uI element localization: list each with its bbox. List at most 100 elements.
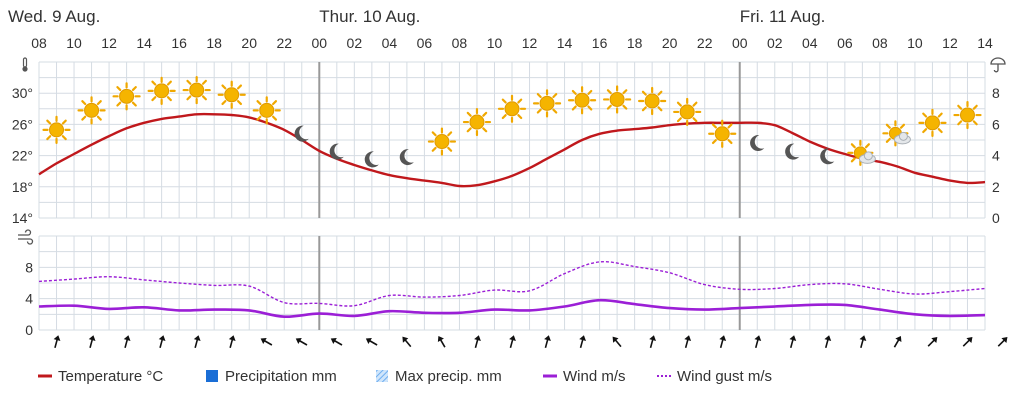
sun-disc [49, 122, 65, 138]
hour-tick-label: 02 [767, 35, 783, 51]
sun-ray [622, 104, 628, 110]
sun-ray [657, 90, 663, 96]
umbrella-canopy [990, 57, 1006, 65]
wind-arrow-head [402, 336, 409, 343]
wind-arrow-head [754, 335, 762, 341]
sun-ray [256, 115, 262, 121]
sun-icon [603, 85, 632, 114]
hour-tick-label: 00 [312, 35, 328, 51]
sun-ray [201, 79, 207, 85]
sun-ray [256, 100, 262, 106]
sun-ray [622, 89, 628, 95]
legend-item: Temperature °C [38, 368, 163, 385]
hour-tick-label: 14 [977, 35, 993, 51]
temp-axis-tick: 22° [12, 148, 33, 164]
sun-ray [186, 79, 192, 85]
legend-label: Wind m/s [563, 368, 626, 385]
moon-shape [399, 149, 414, 166]
sun-ray [850, 157, 856, 163]
wind-arrow-head [684, 335, 692, 341]
sun-icon [147, 76, 176, 105]
wind-arrow [53, 335, 61, 349]
sun-ray [466, 111, 472, 117]
weather-icons [42, 75, 982, 168]
sun-ray [641, 106, 647, 112]
wind-arrow-head [579, 335, 586, 341]
sun-ray [676, 117, 682, 123]
sun-icon [182, 75, 211, 105]
wind-arrow-head [88, 335, 96, 341]
sun-disc [189, 82, 205, 98]
sun-ray [641, 90, 647, 96]
sun-ray [899, 123, 905, 129]
legend-label: Precipitation mm [225, 368, 337, 385]
sun-icon [567, 86, 597, 115]
sun-icon [953, 100, 982, 130]
thermometer-bulb [22, 66, 28, 72]
sun-ray [236, 84, 242, 90]
umbrella-handle [993, 64, 999, 73]
wind-arrow-head [1001, 337, 1008, 344]
hour-tick-label: 18 [206, 35, 222, 51]
sun-ray [727, 139, 733, 145]
sun-disc [504, 101, 520, 117]
temp-axis-tick: 26° [12, 116, 33, 132]
legend-item: Max precip. mm [376, 368, 502, 385]
sun-ray [201, 95, 207, 101]
sun-ray [447, 131, 453, 137]
wind-arrow [437, 335, 446, 348]
wind-arrow [859, 335, 867, 349]
wind-axis-tick: 4 [25, 291, 33, 307]
sun-ray [517, 114, 523, 120]
moon-icon [294, 125, 309, 142]
legend-label: Max precip. mm [395, 368, 502, 385]
moon-shape [364, 151, 379, 168]
sun-ray [116, 86, 122, 92]
sun-ray [972, 120, 978, 126]
sun-ray [116, 101, 122, 107]
sun-ray [885, 137, 891, 143]
moon-shape [820, 148, 835, 165]
day-label: Thur. 10 Aug. [319, 7, 420, 26]
sun-ray [466, 127, 472, 133]
wind-arrow-head [437, 335, 444, 343]
sun-ray [131, 101, 137, 107]
sun-ray [501, 114, 507, 120]
sun-ray [676, 101, 682, 107]
legend-swatch [206, 370, 218, 382]
sun-ray [272, 115, 278, 121]
sun-ray [166, 80, 172, 86]
hour-tick-label: 14 [136, 35, 152, 51]
wind-arrow-head [228, 335, 236, 341]
wind-arrow [365, 337, 378, 346]
hour-tick-label: 08 [872, 35, 888, 51]
wind-arrow-head [53, 335, 61, 341]
temp-axis-tick: 30° [12, 85, 33, 101]
sun-ray [606, 104, 612, 110]
wind-arrow-head [649, 335, 656, 341]
sun-ray [692, 117, 698, 123]
wind-arrow-head [966, 337, 973, 344]
sun-ray [272, 100, 278, 106]
sun-ray [431, 131, 437, 137]
precip-axis-tick: 8 [992, 85, 1000, 101]
moon-shape [294, 125, 309, 142]
sun-disc [539, 95, 555, 111]
wind-arrow-head [474, 335, 481, 341]
sun-ray [587, 105, 593, 111]
sun-icon [532, 89, 562, 118]
wind-arrow-head [260, 337, 267, 345]
wind-arrow [927, 337, 938, 347]
sun-icon [462, 107, 492, 137]
sun-disc [224, 87, 240, 103]
sun-disc [154, 83, 170, 99]
wind-arrow [824, 335, 832, 349]
hour-tick-label: 22 [697, 35, 713, 51]
hour-tick-label: 20 [662, 35, 678, 51]
wind-arrow-head [158, 335, 166, 341]
wind-arrow-head [719, 335, 727, 341]
sun-icon [638, 86, 667, 116]
sun-disc [469, 114, 485, 130]
legend-item: Precipitation mm [206, 368, 337, 385]
